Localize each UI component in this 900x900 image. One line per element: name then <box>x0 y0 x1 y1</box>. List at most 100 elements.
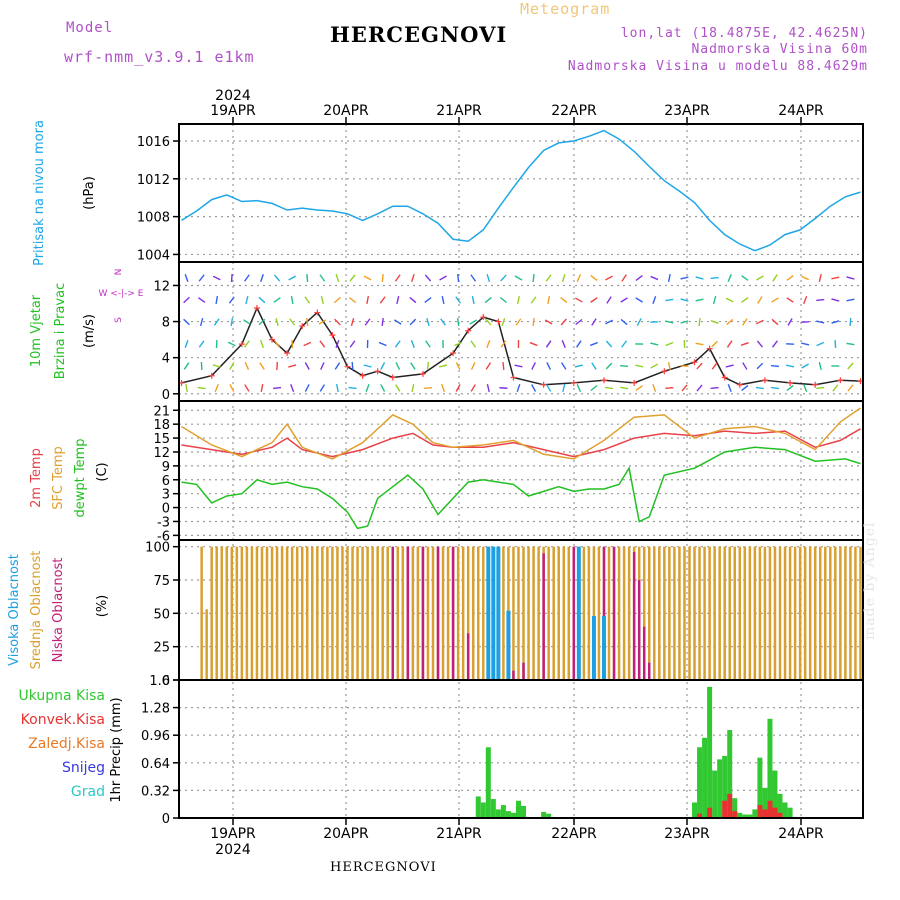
wind-arrow <box>562 383 566 393</box>
cloud-bar <box>773 546 777 680</box>
wind-arrow <box>320 362 325 370</box>
y-tick-label: 12 <box>153 279 170 294</box>
cloud-bar <box>743 546 747 680</box>
wind-arrow <box>304 296 311 304</box>
wind-arrow <box>818 273 822 283</box>
wind-arrow <box>652 383 657 393</box>
cloud-bar <box>723 546 726 680</box>
wind-arrow <box>726 318 734 326</box>
wind-arrow <box>424 274 432 282</box>
cloud-bar <box>808 546 812 680</box>
wind-arrow <box>771 340 778 348</box>
mid-cloud-title: Srednja Oblacnost <box>29 551 44 670</box>
bottom-axis-date: 21APR <box>436 826 482 842</box>
wind-arrow <box>847 384 854 392</box>
wind-arrow <box>652 295 657 305</box>
top-axis-year: 2024 <box>215 88 251 104</box>
precip-bar <box>510 812 516 818</box>
wind-arrow <box>273 274 281 282</box>
y-tick-label: 0 <box>162 674 170 689</box>
wind-arrow <box>349 340 356 348</box>
cloud-bar <box>627 546 631 680</box>
cloud-bar <box>778 546 782 680</box>
wind-arrow <box>846 276 855 280</box>
wind-speed-point <box>736 381 743 388</box>
wind-arrow <box>576 274 582 282</box>
cloud-bar <box>562 546 565 680</box>
wind-arrow <box>365 384 370 392</box>
wind-arrow <box>469 319 478 325</box>
wind-arrow <box>635 297 643 303</box>
wind-arrow <box>244 274 250 282</box>
precip-legend-1: Konvek.Kisa <box>21 712 105 728</box>
cloud-bar <box>491 546 496 680</box>
wind-arrow <box>455 296 462 304</box>
precip-bar <box>732 811 738 818</box>
series-line-pressure-0 <box>181 129 861 252</box>
wind-arrow <box>803 296 808 304</box>
wind-speed-point <box>269 336 276 343</box>
cloud-bar <box>834 546 837 680</box>
cloud-bar <box>708 546 711 680</box>
y-tick-label: 1008 <box>137 211 170 226</box>
cloud-bar <box>552 546 555 680</box>
wind-arrow <box>831 276 840 280</box>
wind-arrow <box>606 296 612 304</box>
cloud-bar <box>738 546 742 680</box>
cloud-bar <box>567 546 571 680</box>
wind-arrow <box>725 297 734 303</box>
cloud-bar <box>255 546 259 680</box>
precip-bar <box>515 800 521 818</box>
wind-arrow <box>319 274 326 282</box>
cloud-bar <box>225 546 229 680</box>
wind-arrow <box>455 384 461 392</box>
cloud-bar <box>426 546 430 680</box>
wind-arrow <box>696 384 703 392</box>
top-axis-date: 23APR <box>664 103 710 119</box>
cloud-bar <box>527 546 530 680</box>
precip-legend-4: Grad <box>71 784 105 800</box>
wind-arrow <box>741 275 749 281</box>
y-tick-label: 0.32 <box>141 784 170 799</box>
wind-arrow <box>440 318 446 326</box>
cloud-bar <box>306 546 309 680</box>
wind-arrow <box>635 385 643 391</box>
wind-arrow <box>350 317 355 327</box>
cloud-bar <box>436 546 440 680</box>
cloud-bar <box>758 546 762 680</box>
wind-speed-point <box>480 314 487 321</box>
cloud-bar <box>270 546 274 680</box>
wind-arrow <box>545 340 552 348</box>
cloud-bar <box>466 633 470 680</box>
wind-arrow <box>576 384 582 392</box>
bottom-axis-year: 2024 <box>215 842 251 858</box>
cloud-bar <box>265 546 269 680</box>
cloud-bar <box>572 546 576 680</box>
wind-arrow <box>243 340 250 348</box>
cloud-bar <box>517 546 520 680</box>
wind-arrow <box>276 361 279 371</box>
y-tick-label: 3 <box>162 488 170 503</box>
cloud-bar <box>205 609 208 680</box>
wind-arrow <box>441 383 446 393</box>
wind-arrow <box>335 340 340 348</box>
wind-arrow <box>380 362 386 370</box>
wind-arrow <box>711 340 718 348</box>
wind-arrow <box>258 318 266 326</box>
wind-arrow <box>620 318 628 326</box>
wind-arrow <box>547 295 551 305</box>
wind-arrow <box>424 296 432 304</box>
precip-bar <box>762 809 768 818</box>
wind-arrow <box>304 384 310 392</box>
wind-arrow <box>363 364 372 368</box>
precip-bar <box>727 793 733 818</box>
wind-speed-point <box>837 377 844 384</box>
sfctemp-title: SFC Temp <box>51 446 66 510</box>
wind-arrow <box>215 295 219 305</box>
wind-arrow <box>621 274 627 282</box>
wind-arrow <box>710 320 719 324</box>
y-tick-label: 1.6 <box>149 674 170 689</box>
wind-arrow <box>635 364 644 368</box>
cloud-bar <box>597 546 601 680</box>
wind-arrow <box>589 341 598 347</box>
